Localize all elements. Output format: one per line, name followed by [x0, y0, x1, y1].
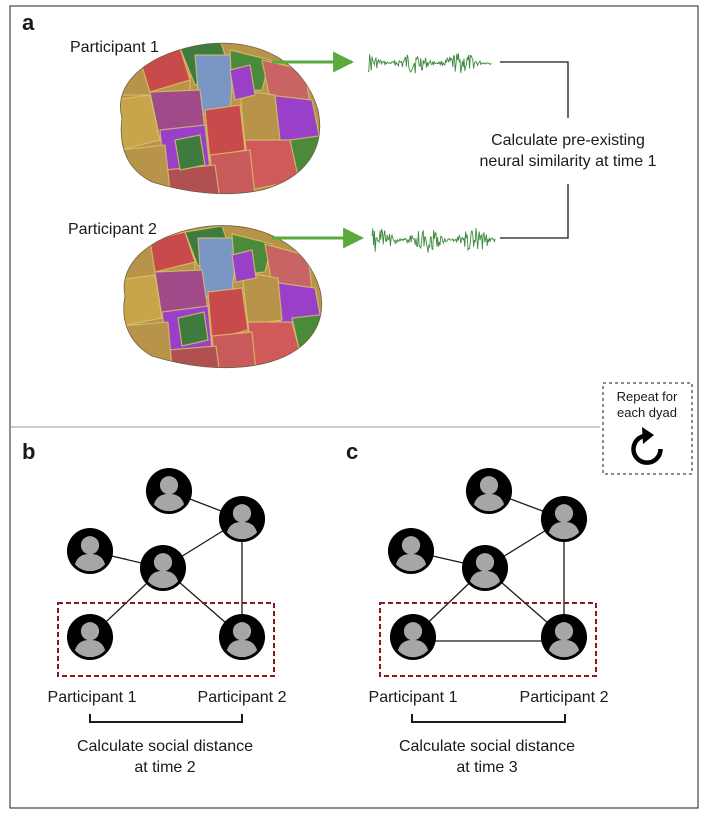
person-node — [146, 468, 192, 514]
signal-trace — [371, 227, 496, 253]
brain-participant-1 — [120, 42, 321, 195]
repeat-label-line2: each dyad — [617, 405, 677, 420]
repeat-label-line1: Repeat for — [617, 389, 678, 404]
person-node — [67, 528, 113, 574]
participant-1-label: Participant 1 — [70, 39, 159, 56]
social-network-time-3 — [379, 468, 597, 677]
person-node-participant-1 — [390, 614, 436, 660]
neural-similarity-bracket — [500, 61, 569, 239]
person-node — [388, 528, 434, 574]
neural-similarity-label-line2: neural similarity at time 1 — [480, 153, 657, 170]
repeat-icon — [631, 427, 663, 465]
neural-signal-participant-2 — [371, 227, 496, 253]
person-node — [466, 468, 512, 514]
social-distance-bracket-time-2 — [89, 714, 243, 723]
social-network-time-2 — [57, 468, 275, 677]
panel-c-calc-line1: Calculate social distance — [399, 738, 575, 755]
brain-participant-2 — [123, 225, 322, 369]
panel-c-calc-line2: at time 3 — [456, 759, 517, 776]
person-node-participant-2 — [219, 614, 265, 660]
panel-a-letter: a — [22, 10, 35, 35]
person-node — [541, 496, 587, 542]
social-distance-bracket-time-3 — [411, 714, 566, 723]
person-node-participant-1 — [67, 614, 113, 660]
panel-b-participant-2-label: Participant 2 — [198, 689, 287, 706]
person-node — [140, 545, 186, 591]
person-node — [219, 496, 265, 542]
neural-similarity-label-line1: Calculate pre-existing — [491, 132, 645, 149]
person-node — [462, 545, 508, 591]
dyad-highlight-box — [57, 602, 275, 677]
panel-c-letter: c — [346, 439, 358, 464]
panel-b-calc-line2: at time 2 — [134, 759, 195, 776]
repeat-for-each-dyad-box: Repeat for each dyad — [602, 382, 693, 475]
dyad-highlight-box — [379, 602, 597, 677]
neural-signal-participant-1 — [367, 53, 492, 74]
panel-b-calc-line1: Calculate social distance — [77, 738, 253, 755]
panel-c-participant-2-label: Participant 2 — [520, 689, 609, 706]
figure-frame — [9, 5, 699, 809]
person-node-participant-2 — [541, 614, 587, 660]
panel-b-participant-1-label: Participant 1 — [48, 689, 137, 706]
panel-b-letter: b — [22, 439, 35, 464]
signal-trace — [367, 53, 492, 74]
participant-2-label: Participant 2 — [68, 221, 157, 238]
panel-c-participant-1-label: Participant 1 — [369, 689, 458, 706]
